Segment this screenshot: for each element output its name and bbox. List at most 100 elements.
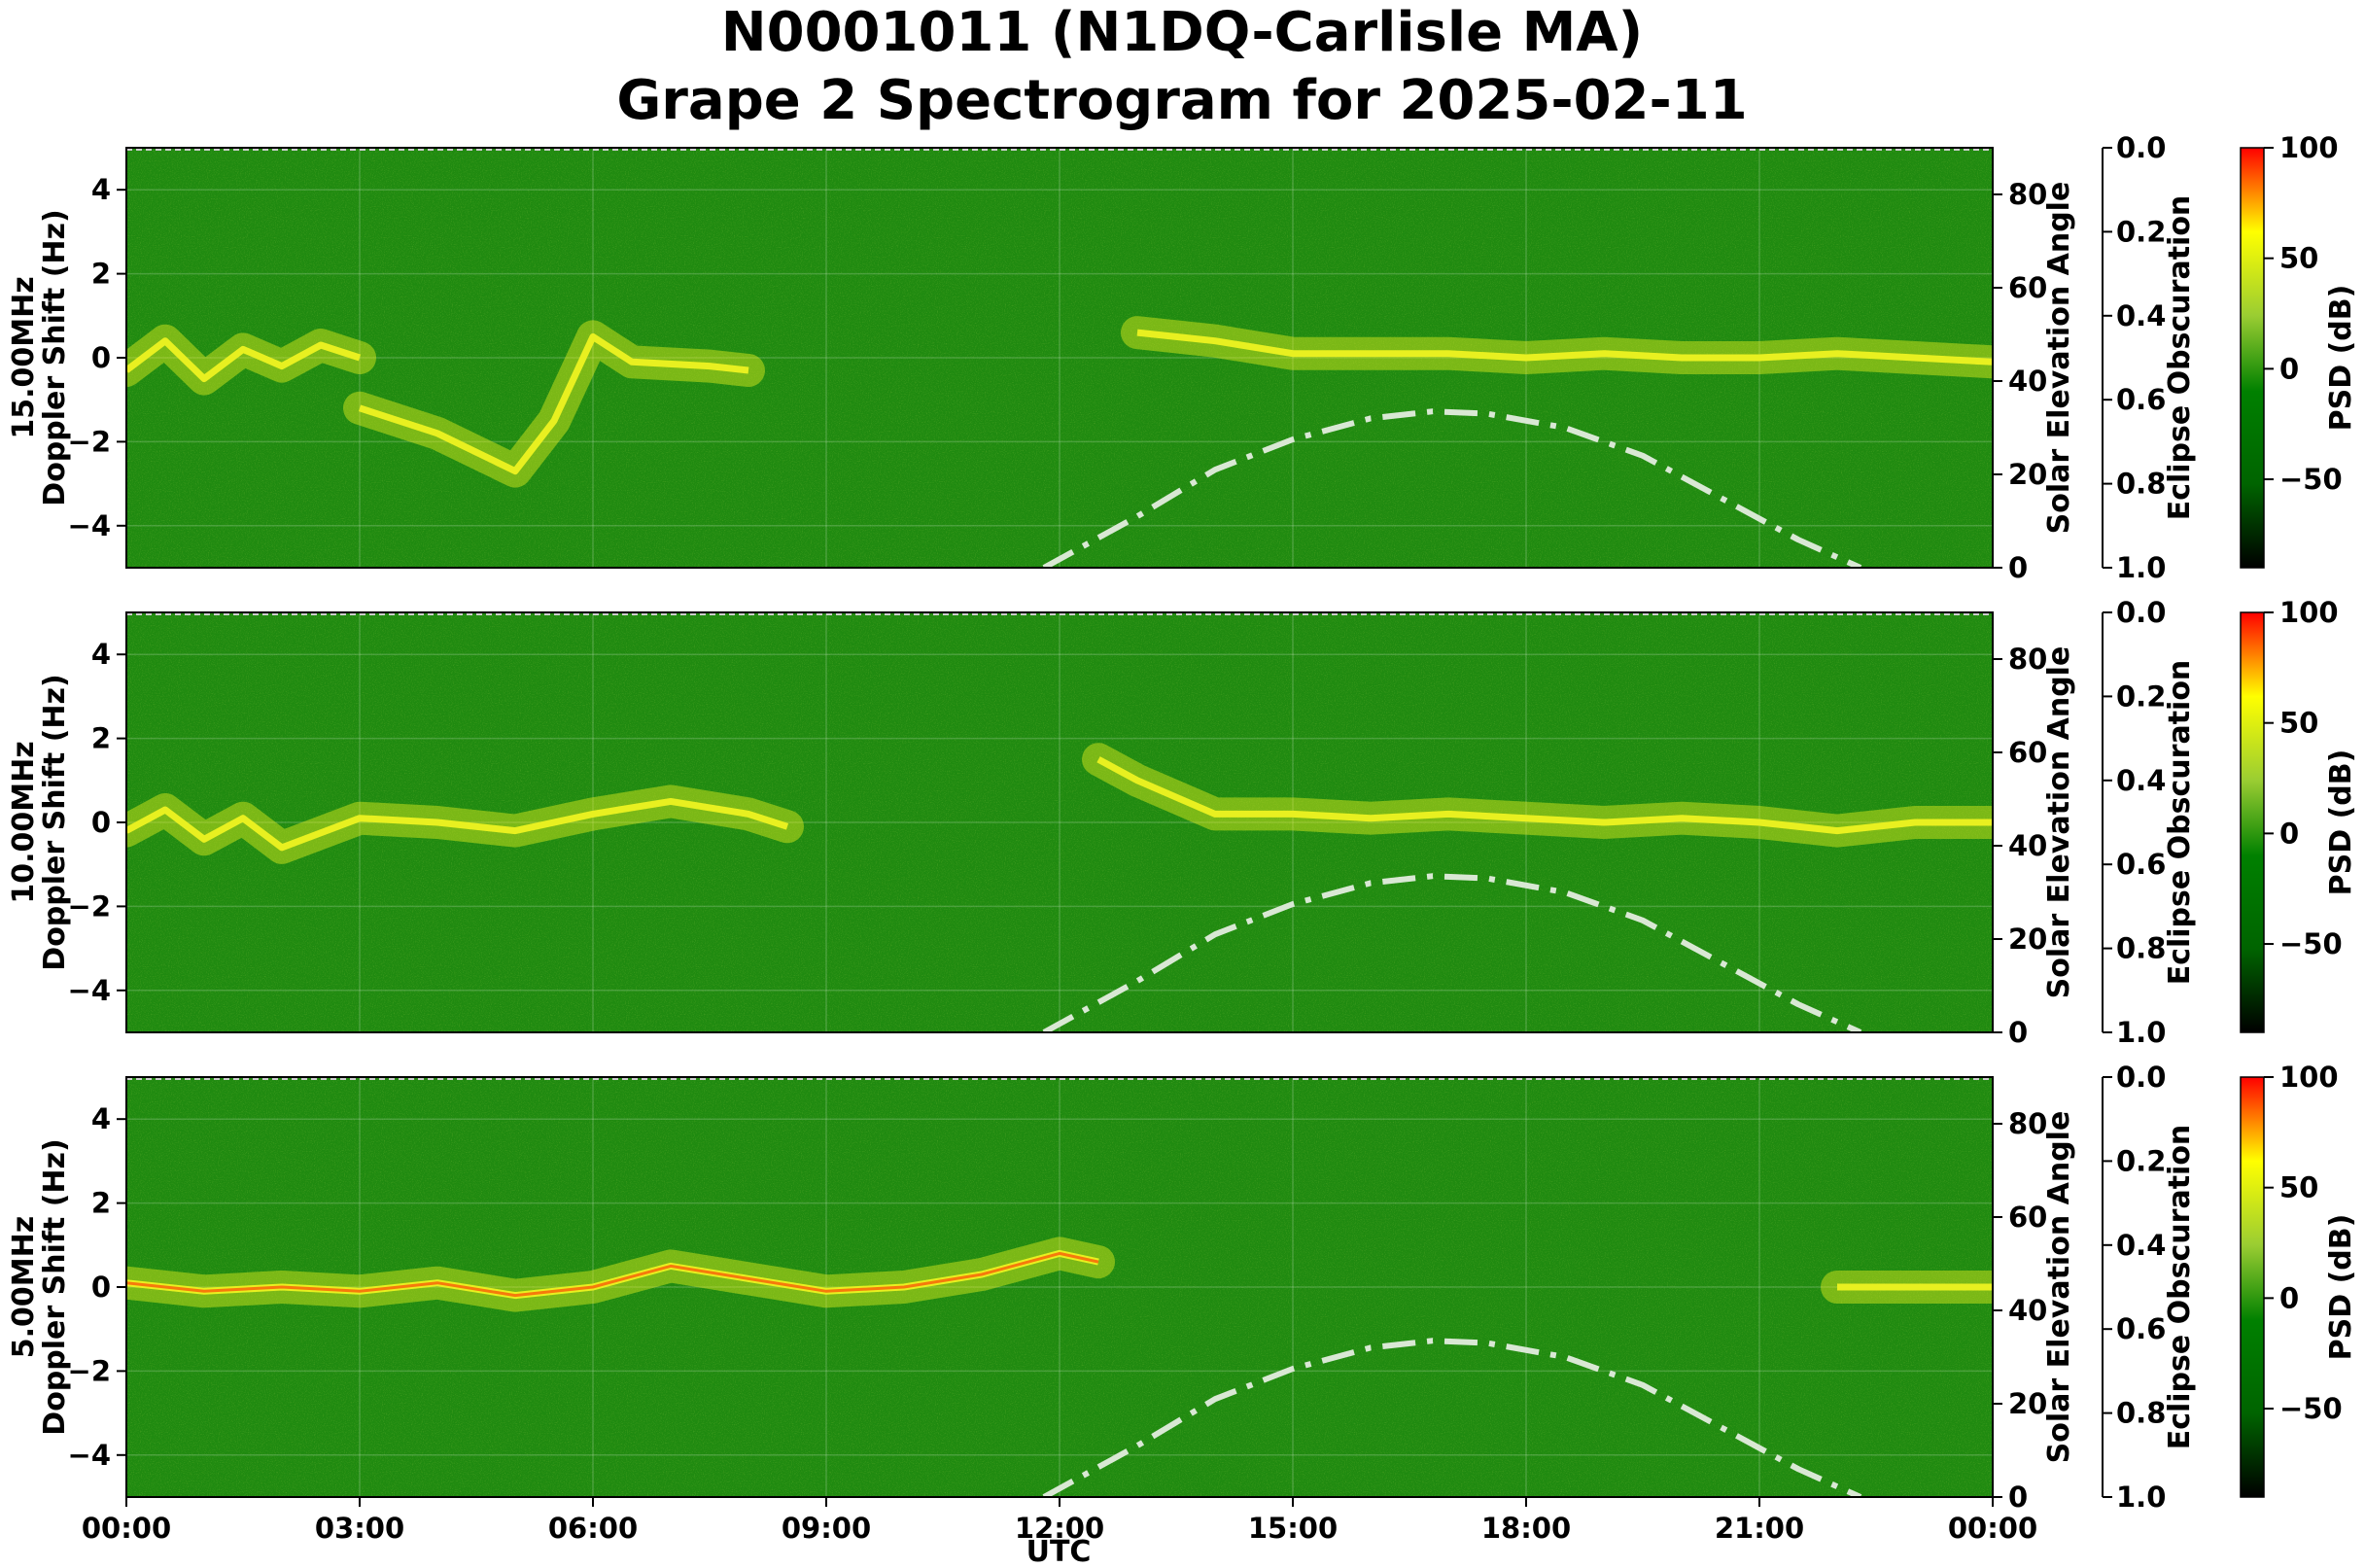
eclipse-obscuration-tick-label: 1.0 (2116, 551, 2166, 584)
y-tick-label: 0 (91, 341, 111, 374)
eclipse-obscuration-tick-label: 0.0 (2116, 1061, 2166, 1094)
x-tick-group: 00:00 03:00 06:00 09:00 12:00 15:00 18:00 21:00… (82, 1497, 2037, 1545)
eclipse-obscuration-tick-label: 0.8 (2116, 468, 2166, 501)
colorbar-tick-label: 0 (2279, 352, 2299, 385)
figure-title-line1: N0001011 (N1DQ-Carlisle MA) (721, 1, 1643, 64)
solar-elevation-tick-label: 40 (2008, 1294, 2047, 1327)
x-tick-label: 06:00 (548, 1512, 638, 1545)
eclipse-obscuration-tick-label: 0.2 (2116, 1144, 2166, 1177)
eclipse-obscuration-tick-label: 1.0 (2116, 1481, 2166, 1514)
colorbar-label: PSD (dB) (2324, 1214, 2358, 1361)
y-tick-label: 0 (91, 1271, 111, 1304)
solar-elevation-tick-label: 20 (2008, 458, 2047, 491)
eclipse-obscuration-tick-label: 0.8 (2116, 1397, 2166, 1430)
psd-colorbar (2240, 1076, 2265, 1498)
spectrogram-noise (126, 1077, 1993, 1497)
colorbar-tick-label: 0 (2279, 817, 2299, 850)
colorbar-tick-label: 50 (2279, 242, 2318, 275)
y-tick-label: 2 (91, 258, 111, 291)
solar-elevation-tick-label: 20 (2008, 923, 2047, 956)
solar-elevation-tick-label: 60 (2008, 736, 2047, 769)
solar-elevation-tick-label: 0 (2008, 551, 2028, 584)
solar-elevation-tick-label: 20 (2008, 1387, 2047, 1420)
colorbar-label: PSD (dB) (2324, 285, 2358, 432)
eclipse-obscuration-axis-label: Eclipse Obscuration (2163, 195, 2197, 521)
frequency-label: 15.00MHz (7, 276, 41, 438)
x-tick-label: 21:00 (1715, 1512, 1804, 1545)
y-tick-label: 4 (91, 173, 111, 206)
doppler-trace (126, 797, 789, 852)
colorbar-tick-label: −50 (2279, 927, 2343, 960)
y-tick-label: −4 (68, 1439, 111, 1472)
doppler-trace (1096, 756, 1993, 835)
solar-elevation-tick-label: 80 (2008, 178, 2047, 211)
doppler-trace-peak (126, 1251, 1099, 1298)
x-tick-label: 03:00 (315, 1512, 404, 1545)
eclipse-obscuration-tick-label: 0.4 (2116, 764, 2166, 797)
psd-colorbar (2240, 147, 2265, 569)
x-tick-label: 12:00 (1015, 1512, 1104, 1545)
solar-elevation-tick-label: 80 (2008, 1107, 2047, 1140)
y-tick-label: −4 (68, 509, 111, 542)
x-tick-label: 00:00 (82, 1512, 171, 1545)
frequency-label: 5.00MHz (7, 1216, 41, 1358)
frequency-label: 10.00MHz (7, 741, 41, 903)
x-tick-label: 18:00 (1481, 1512, 1571, 1545)
solar-elevation-tick-label: 0 (2008, 1016, 2028, 1049)
solar-elevation-tick-label: 60 (2008, 1201, 2047, 1234)
solar-elevation-tick-label: 40 (2008, 365, 2047, 398)
y-axis-label: Doppler Shift (Hz) (38, 209, 72, 505)
y-tick-label: 2 (91, 722, 111, 755)
solar-elevation-axis-label: Solar Elevation Angle (2042, 1111, 2076, 1464)
y-tick-label: −2 (68, 425, 111, 458)
eclipse-obscuration-axis-label: Eclipse Obscuration (2163, 1125, 2197, 1450)
colorbar-tick-label: 0 (2279, 1281, 2299, 1314)
eclipse-obscuration-axis-label: Eclipse Obscuration (2163, 660, 2197, 986)
eclipse-obscuration-tick-label: 0.2 (2116, 679, 2166, 713)
solar-elevation-tick-label: 80 (2008, 643, 2047, 676)
colorbar-tick-label: 50 (2279, 1171, 2318, 1204)
eclipse-obscuration-tick-label: 0.6 (2116, 848, 2166, 881)
eclipse-obscuration-tick-label: 0.2 (2116, 215, 2166, 248)
doppler-trace (1136, 329, 1993, 366)
solar-elevation-curve (1042, 1338, 1862, 1497)
y-tick-label: −2 (68, 889, 111, 923)
y-tick-label: −4 (68, 974, 111, 1007)
solar-elevation-tick-label: 40 (2008, 829, 2047, 862)
eclipse-obscuration-tick-label: 1.0 (2116, 1016, 2166, 1049)
colorbar-tick-label: −50 (2279, 1392, 2343, 1425)
y-tick-label: 0 (91, 806, 111, 839)
colorbar-tick-label: 100 (2279, 596, 2339, 629)
x-tick-label: 09:00 (782, 1512, 871, 1545)
solar-elevation-axis-label: Solar Elevation Angle (2042, 646, 2076, 999)
eclipse-obscuration-tick-label: 0.8 (2116, 932, 2166, 965)
colorbar-tick-label: −50 (2279, 463, 2343, 496)
solar-elevation-tick-label: 60 (2008, 271, 2047, 304)
psd-colorbar (2240, 611, 2265, 1033)
x-tick-label: 00:00 (1948, 1512, 2037, 1545)
y-axis-label: Doppler Shift (Hz) (38, 1138, 72, 1435)
eclipse-obscuration-tick-label: 0.6 (2116, 383, 2166, 416)
solar-elevation-tick-label: 0 (2008, 1481, 2028, 1514)
eclipse-obscuration-tick-label: 0.4 (2116, 1229, 2166, 1262)
colorbar-tick-label: 50 (2279, 707, 2318, 740)
colorbar-label: PSD (dB) (2324, 749, 2358, 896)
y-tick-label: 4 (91, 1102, 111, 1135)
colorbar-tick-label: 100 (2279, 131, 2339, 164)
x-axis-label: UTC (1026, 1535, 1092, 1568)
y-tick-label: 2 (91, 1187, 111, 1220)
doppler-trace (126, 337, 362, 383)
solar-elevation-curve (1042, 873, 1862, 1032)
doppler-trace (358, 332, 749, 475)
y-tick-label: −2 (68, 1354, 111, 1387)
x-tick-label: 15:00 (1248, 1512, 1338, 1545)
solar-elevation-curve (1042, 408, 1862, 568)
y-tick-label: 4 (91, 638, 111, 671)
y-axis-label: Doppler Shift (Hz) (38, 674, 72, 970)
solar-elevation-axis-label: Solar Elevation Angle (2042, 182, 2076, 535)
eclipse-obscuration-tick-label: 0.0 (2116, 131, 2166, 164)
